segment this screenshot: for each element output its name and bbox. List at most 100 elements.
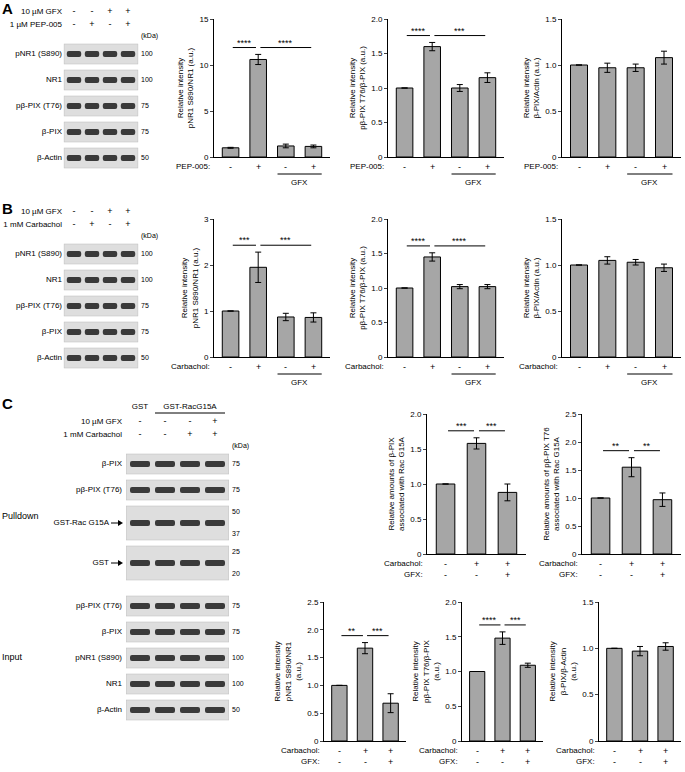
svg-text:pNR1 (S890): pNR1 (S890) (15, 249, 62, 258)
svg-text:2.5: 2.5 (565, 410, 577, 419)
svg-text:-: - (164, 429, 167, 439)
svg-text:0.5: 0.5 (371, 118, 383, 127)
svg-text:β-Actin: β-Actin (37, 153, 62, 162)
svg-text:+: + (311, 362, 316, 372)
svg-text:+: + (662, 162, 667, 172)
svg-text:+: + (430, 162, 435, 172)
svg-text:+: + (430, 362, 435, 372)
svg-text:-: - (229, 162, 232, 172)
svg-text:50: 50 (141, 354, 149, 361)
svg-text:PEP-005:: PEP-005: (176, 162, 210, 171)
svg-text:Relative intensitypβ-PIX T76/β: Relative intensitypβ-PIX T76/β-PIX (a.u.… (348, 246, 367, 330)
svg-text:+: + (311, 162, 316, 172)
svg-text:0: 0 (204, 153, 209, 162)
svg-text:+: + (638, 746, 643, 756)
svg-text:100: 100 (232, 654, 244, 661)
svg-text:+: + (505, 559, 510, 569)
svg-text:-: - (284, 362, 287, 372)
svg-text:0: 0 (452, 737, 457, 746)
svg-text:0.5: 0.5 (545, 107, 557, 116)
svg-text:PEP-005:: PEP-005: (524, 162, 558, 171)
svg-text:100: 100 (141, 250, 153, 257)
svg-text:-: - (634, 362, 637, 372)
svg-text:+: + (256, 362, 261, 372)
svg-text:-: - (476, 757, 479, 767)
svg-text:****: **** (278, 38, 293, 48)
svg-text:-: - (613, 746, 616, 756)
svg-text:+: + (107, 6, 112, 16)
svg-text:-: - (73, 206, 76, 216)
svg-text:β-Actin: β-Actin (97, 705, 122, 714)
svg-text:Carbachol:: Carbachol: (519, 362, 558, 371)
svg-text:+: + (525, 746, 530, 756)
svg-text:1.5: 1.5 (307, 653, 319, 662)
svg-text:1.0: 1.0 (545, 61, 557, 70)
svg-text:Carbachol:: Carbachol: (556, 746, 595, 755)
svg-text:75: 75 (141, 128, 149, 135)
svg-text:20: 20 (232, 570, 240, 577)
svg-text:-: - (164, 416, 167, 426)
svg-text:****: **** (452, 236, 467, 246)
svg-text:pβ-PIX (T76): pβ-PIX (T76) (76, 485, 122, 494)
svg-text:-: - (364, 757, 367, 767)
svg-text:-: - (444, 559, 447, 569)
svg-text:GST-Rac G15A: GST-Rac G15A (53, 518, 109, 527)
svg-text:0.5: 0.5 (582, 690, 594, 699)
svg-text:2.0: 2.0 (410, 410, 422, 419)
svg-text:**: ** (348, 626, 356, 636)
svg-text:0: 0 (314, 737, 319, 746)
svg-text:+: + (485, 162, 490, 172)
svg-text:1 mM Carbachol: 1 mM Carbachol (3, 220, 62, 229)
svg-text:50: 50 (232, 706, 240, 713)
svg-text:+: + (187, 429, 192, 439)
svg-text:+: + (89, 19, 94, 29)
svg-text:+: + (107, 206, 112, 216)
svg-text:-: - (229, 362, 232, 372)
svg-text:+: + (663, 757, 668, 767)
svg-text:GFX: GFX (465, 178, 482, 187)
svg-text:+: + (474, 559, 479, 569)
svg-text:15: 15 (199, 15, 208, 24)
svg-text:Relative intensityβ-PIX/β-Acti: Relative intensityβ-PIX/β-Actin(a.u.) (548, 641, 578, 701)
svg-text:A: A (2, 0, 13, 17)
svg-text:10 µM GFX: 10 µM GFX (21, 207, 63, 216)
svg-text:-: - (338, 757, 341, 767)
svg-text:+: + (663, 746, 668, 756)
svg-text:75: 75 (232, 628, 240, 635)
svg-text:****: **** (482, 615, 497, 625)
svg-text:0.5: 0.5 (410, 515, 422, 524)
svg-text:75: 75 (141, 328, 149, 335)
svg-text:-: - (403, 362, 406, 372)
svg-text:-: - (284, 162, 287, 172)
svg-text:-: - (139, 416, 142, 426)
svg-text:GST: GST (132, 402, 149, 411)
svg-text:1.0: 1.0 (565, 494, 577, 503)
svg-text:+: + (605, 162, 610, 172)
svg-text:-: - (613, 757, 616, 767)
svg-text:β-PIX: β-PIX (42, 127, 63, 136)
svg-text:NR1: NR1 (106, 679, 123, 688)
svg-text:0.5: 0.5 (545, 307, 557, 316)
svg-text:25: 25 (232, 548, 240, 555)
svg-text:C: C (2, 395, 13, 412)
svg-text:-: - (578, 362, 581, 372)
svg-text:1.5: 1.5 (545, 15, 557, 24)
svg-text:-: - (475, 570, 478, 580)
svg-text:0: 0 (204, 353, 209, 362)
svg-text:**: ** (643, 441, 651, 451)
svg-text:Relative intensitypβ-PIX T76/β: Relative intensitypβ-PIX T76/β-PIX(a.u.) (411, 639, 441, 703)
svg-text:100: 100 (232, 680, 244, 687)
svg-text:GFX: GFX (641, 178, 658, 187)
svg-text:+: + (605, 362, 610, 372)
svg-text:NR1: NR1 (46, 275, 63, 284)
svg-text:-: - (189, 416, 192, 426)
svg-text:-: - (599, 559, 602, 569)
svg-text:-: - (73, 219, 76, 229)
svg-text:+: + (212, 416, 217, 426)
svg-text:1.5: 1.5 (565, 466, 577, 475)
svg-text:0: 0 (378, 153, 383, 162)
svg-text:GFX: GFX (291, 178, 308, 187)
svg-text:GFX:: GFX: (439, 757, 458, 766)
svg-text:1.5: 1.5 (582, 598, 594, 607)
svg-text:-: - (73, 6, 76, 16)
